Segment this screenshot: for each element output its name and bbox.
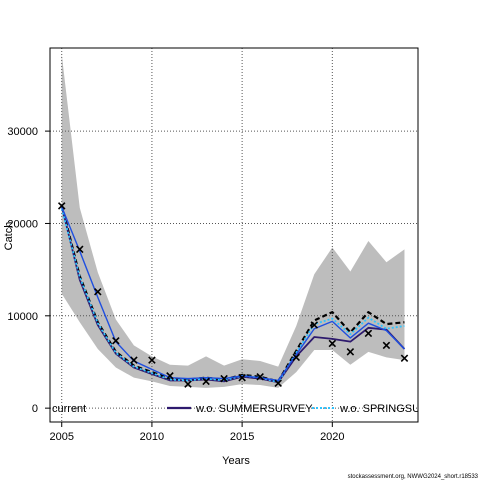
legend-label-spring: w.o. SPRINGSURVEY xyxy=(339,403,450,415)
series-layer xyxy=(60,204,406,384)
y-axis-title: Catch xyxy=(3,222,15,251)
x-tick-label: 2020 xyxy=(320,431,344,443)
observed-point-2005 xyxy=(57,202,66,210)
y-tick-label: 20000 xyxy=(7,218,38,230)
series-line-3 xyxy=(61,206,405,382)
legend: current w.o. SUMMERSURVEY w.o. SPRINGSURVE… xyxy=(52,403,450,415)
observed-point-2011 xyxy=(166,372,174,380)
observed-point-stroke xyxy=(148,356,156,364)
observed-point-stroke xyxy=(310,321,319,329)
series-line-2 xyxy=(60,208,405,384)
observed-point-2024 xyxy=(400,354,409,363)
observed-point-2022 xyxy=(364,329,373,338)
confidence-band xyxy=(61,54,405,388)
observed-point-2016 xyxy=(256,372,264,381)
observed-point-stroke xyxy=(328,339,337,348)
y-tick-label: 30000 xyxy=(7,126,38,138)
observed-point-stroke xyxy=(75,245,84,254)
observed-point-2006 xyxy=(75,245,84,254)
x-axis-title: Years xyxy=(222,455,250,467)
observed-point-2007 xyxy=(94,288,102,296)
observed-point-2013 xyxy=(202,377,210,386)
observed-point-stroke xyxy=(346,348,355,356)
observed-marker-layer xyxy=(57,202,409,388)
x-tick-label: 2005 xyxy=(49,431,73,443)
series-line-1 xyxy=(60,205,406,384)
observed-point-stroke xyxy=(400,354,409,363)
footer-credit: stockassessment.org, NWWG2024_short.r185… xyxy=(348,474,479,480)
observed-point-stroke xyxy=(220,374,228,383)
y-tick-label: 10000 xyxy=(7,311,38,323)
observed-point-2023 xyxy=(382,341,391,350)
observed-point-stroke xyxy=(364,329,373,338)
observed-point-stroke xyxy=(184,380,192,388)
axis-layer: 2005 2010 2015 2020 0 10000 20000 30000 xyxy=(7,126,344,443)
observed-point-stroke xyxy=(274,379,282,387)
observed-point-stroke xyxy=(202,377,210,386)
observed-point-2009 xyxy=(130,356,138,364)
x-tick-label: 2015 xyxy=(230,431,254,443)
observed-point-2018 xyxy=(292,353,301,362)
grid-layer xyxy=(50,48,418,422)
legend-label-summer: w.o. SUMMERSURVEY xyxy=(195,403,313,415)
observed-point-stroke xyxy=(130,356,138,364)
confidence-band-layer xyxy=(61,54,405,388)
y-tick-label: 0 xyxy=(32,403,38,415)
observed-point-2019 xyxy=(310,321,319,329)
observed-point-2020 xyxy=(328,339,337,348)
observed-point-stroke xyxy=(112,336,120,345)
observed-point-stroke xyxy=(166,372,174,380)
plot-frame xyxy=(49,47,419,423)
x-tick-label: 2010 xyxy=(140,431,164,443)
observed-point-2012 xyxy=(184,380,192,388)
observed-point-stroke xyxy=(256,372,264,381)
observed-point-stroke xyxy=(94,288,102,296)
observed-point-2015 xyxy=(238,373,246,382)
observed-point-2010 xyxy=(148,356,156,364)
observed-point-stroke xyxy=(292,353,301,362)
legend-label-current: current xyxy=(52,403,86,415)
observed-point-2008 xyxy=(112,336,120,345)
observed-point-2014 xyxy=(220,374,228,383)
observed-point-stroke xyxy=(57,202,66,210)
observed-point-stroke xyxy=(382,341,391,350)
observed-point-stroke xyxy=(238,373,246,382)
observed-point-2017 xyxy=(274,379,282,387)
observed-point-2021 xyxy=(346,348,355,356)
